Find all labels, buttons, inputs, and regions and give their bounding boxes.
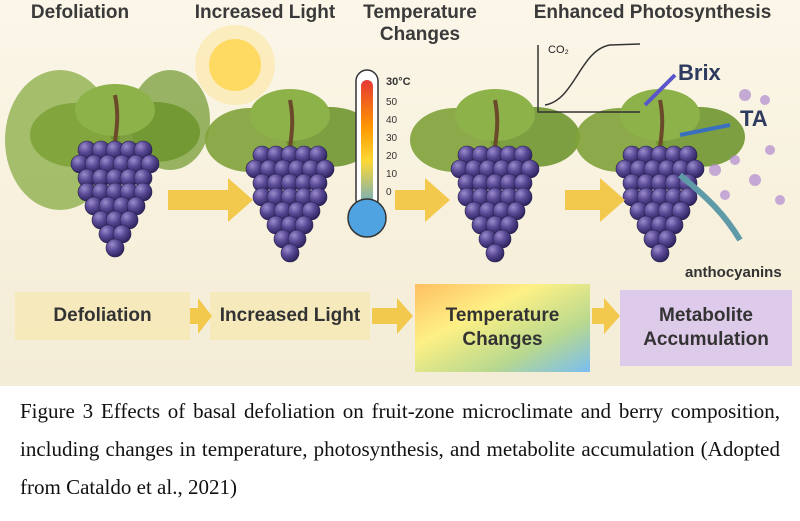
thermometer-label: 20: [386, 151, 398, 162]
illustration-path: [372, 298, 413, 334]
illustration-circle: [209, 39, 261, 91]
grape-cluster: [575, 89, 745, 262]
grape-cluster: [410, 89, 580, 262]
output-label: anthocyanins: [685, 264, 782, 281]
illustration-circle: [720, 190, 730, 200]
thermometer-label: 10: [386, 169, 398, 180]
thermometer-label: 30: [386, 133, 398, 144]
grape-cluster: [205, 89, 375, 262]
illustration-circle: [347, 198, 387, 238]
top-label: Defoliation: [30, 2, 130, 23]
illustration-circle: [775, 195, 785, 205]
illustration-path: [168, 178, 253, 222]
illustration-rect: [210, 292, 370, 340]
illustration-path: [190, 298, 212, 334]
flow-box: Metabolite Accumulation: [643, 305, 769, 350]
illustration-path: [565, 178, 625, 222]
flow-box: Increased Light: [219, 305, 361, 326]
caption: Figure 3 Effects of basal defoliation on…: [20, 399, 780, 499]
illustration-circle: [765, 145, 775, 155]
illustration-circle: [730, 155, 740, 165]
illustration-rect: [620, 290, 792, 366]
top-label: Temperature Changes: [363, 2, 477, 45]
illustration-path: [679, 123, 731, 137]
top-label: Increased Light: [194, 2, 336, 23]
illustration-circle: [739, 89, 751, 101]
illustration-path: [537, 45, 640, 113]
output-label: Brix: [678, 60, 721, 85]
illustration-path: [592, 298, 620, 334]
illustration-circle: [749, 174, 761, 186]
output-label: TA: [740, 106, 768, 131]
thermometer-label: 40: [386, 115, 398, 126]
illustration-rect: [15, 292, 190, 340]
flow-box: Defoliation: [53, 305, 152, 326]
illustration-circle: [709, 164, 721, 176]
flow-box: Temperature Changes: [445, 305, 560, 350]
thermometer-label: 0: [386, 187, 392, 198]
illustration-rect: [415, 284, 590, 372]
top-label: Enhanced Photosynthesis: [533, 2, 772, 23]
thermometer-label: 50: [386, 97, 398, 108]
graph-label: CO₂: [548, 44, 569, 56]
illustration-path: [544, 43, 641, 106]
illustration-path: [678, 172, 743, 242]
thermometer-label: 30°C: [386, 76, 411, 88]
illustration-circle: [760, 95, 770, 105]
illustration-path: [395, 178, 450, 222]
illustration-rect: [361, 80, 373, 215]
illustration-circle: [195, 25, 275, 105]
illustration: Defoliation Increased Light Temperature …: [0, 0, 800, 386]
illustration-path: [643, 73, 677, 107]
illustration-drawing: [5, 25, 792, 372]
